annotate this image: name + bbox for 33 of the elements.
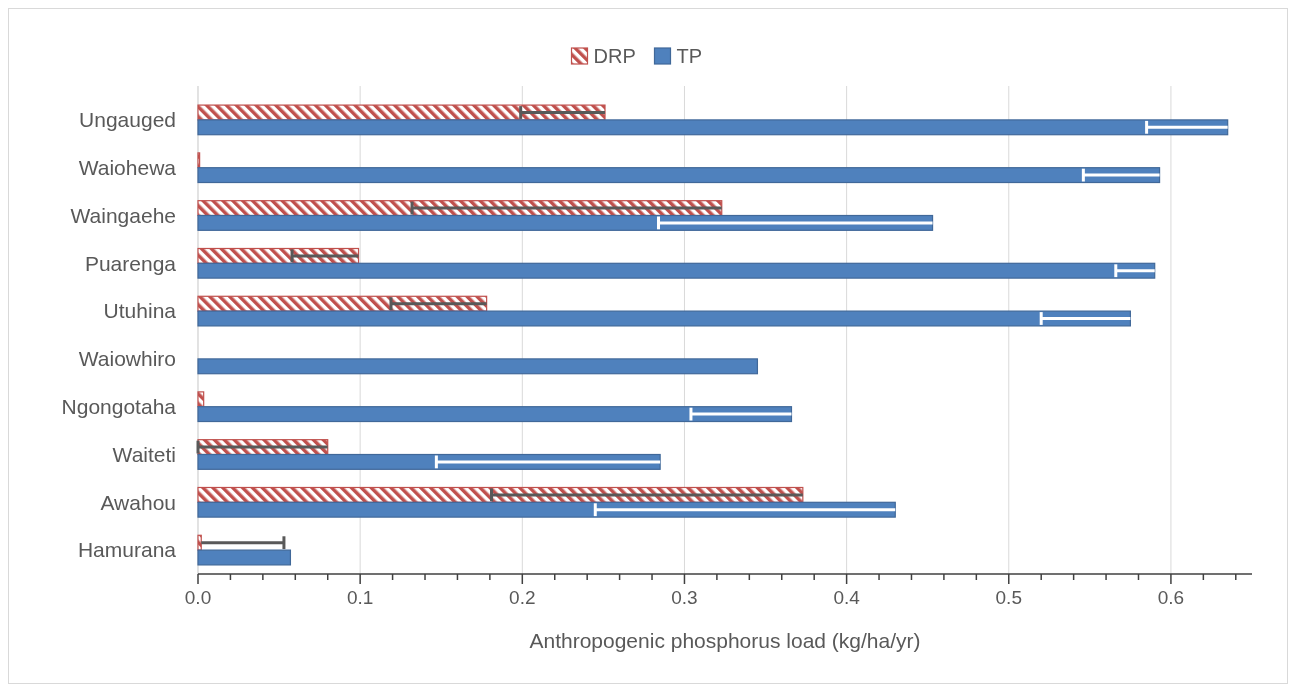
bar bbox=[197, 406, 793, 423]
bar bbox=[197, 310, 1131, 327]
bar bbox=[197, 119, 1229, 136]
y-tick-label: Waiohewa bbox=[78, 156, 177, 180]
bar bbox=[197, 453, 661, 470]
y-tick-label: Ngongotaha bbox=[61, 395, 177, 419]
x-tick-label: 0.0 bbox=[184, 587, 212, 608]
bar bbox=[197, 214, 934, 231]
x-tick-label: 0.3 bbox=[671, 587, 698, 608]
bar bbox=[197, 358, 759, 375]
legend-label: DRP bbox=[593, 45, 636, 67]
y-tick-label: Hamurana bbox=[77, 538, 177, 562]
y-tick-label: Awahou bbox=[100, 490, 176, 514]
legend-label: TP bbox=[676, 45, 703, 67]
y-tick-label: Puarenga bbox=[84, 251, 177, 275]
bar bbox=[197, 534, 202, 551]
bar bbox=[197, 501, 896, 518]
bar bbox=[197, 167, 1161, 184]
x-axis-title: Anthropogenic phosphorus load (kg/ha/yr) bbox=[529, 629, 921, 652]
x-tick-label: 0.1 bbox=[346, 587, 374, 608]
y-tick-label: Utuhina bbox=[103, 299, 177, 323]
y-tick-label: Waingaehe bbox=[70, 203, 176, 227]
bar bbox=[197, 391, 205, 408]
y-tick-label: Waiowhiro bbox=[78, 347, 176, 371]
x-tick-label: 0.2 bbox=[509, 587, 536, 608]
y-tick-label: Ungauged bbox=[79, 108, 176, 132]
bar bbox=[197, 262, 1156, 279]
x-tick-label: 0.6 bbox=[1157, 587, 1185, 608]
x-tick-label: 0.5 bbox=[995, 587, 1022, 608]
y-tick-label: Waiteti bbox=[112, 442, 176, 466]
x-tick-label: 0.4 bbox=[833, 587, 861, 608]
bar bbox=[197, 549, 292, 566]
bar bbox=[197, 104, 606, 121]
